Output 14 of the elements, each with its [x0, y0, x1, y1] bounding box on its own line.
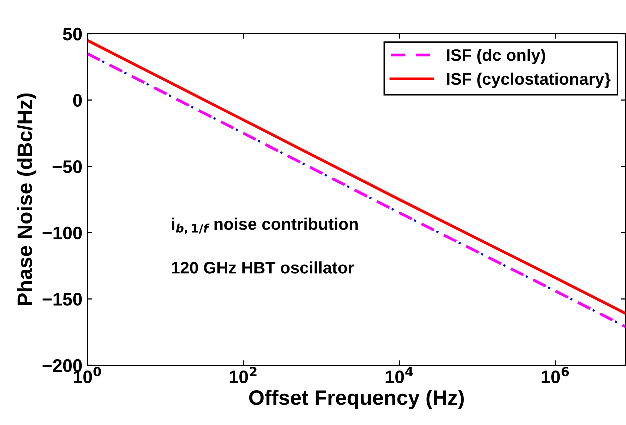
annotation: 120 GHz HBT oscillator	[172, 262, 354, 274]
legend-label: ISF (cyclostationary}	[447, 72, 611, 88]
x-axis-title: Offset Frequency (Hz)	[249, 390, 464, 410]
y-tick-label: −50	[52, 160, 82, 174]
x-tick-label: 10$^{2}$	[230, 367, 257, 384]
y-axis-title: Phase Noise (dBc/Hz)	[17, 94, 37, 306]
x-tick-label: 10$^{6}$	[542, 367, 570, 384]
annotation: i$_{b,1/f}$ noise contribution	[172, 218, 358, 234]
y-tick-label: −150	[42, 293, 82, 306]
legend-label: ISF (dc only)	[447, 49, 546, 65]
y-tick-label: 0	[73, 94, 82, 108]
y-tick-label: 50	[63, 28, 82, 41]
x-tick-label: 10$^{4}$	[386, 367, 414, 384]
y-tick-label: −100	[42, 226, 82, 240]
